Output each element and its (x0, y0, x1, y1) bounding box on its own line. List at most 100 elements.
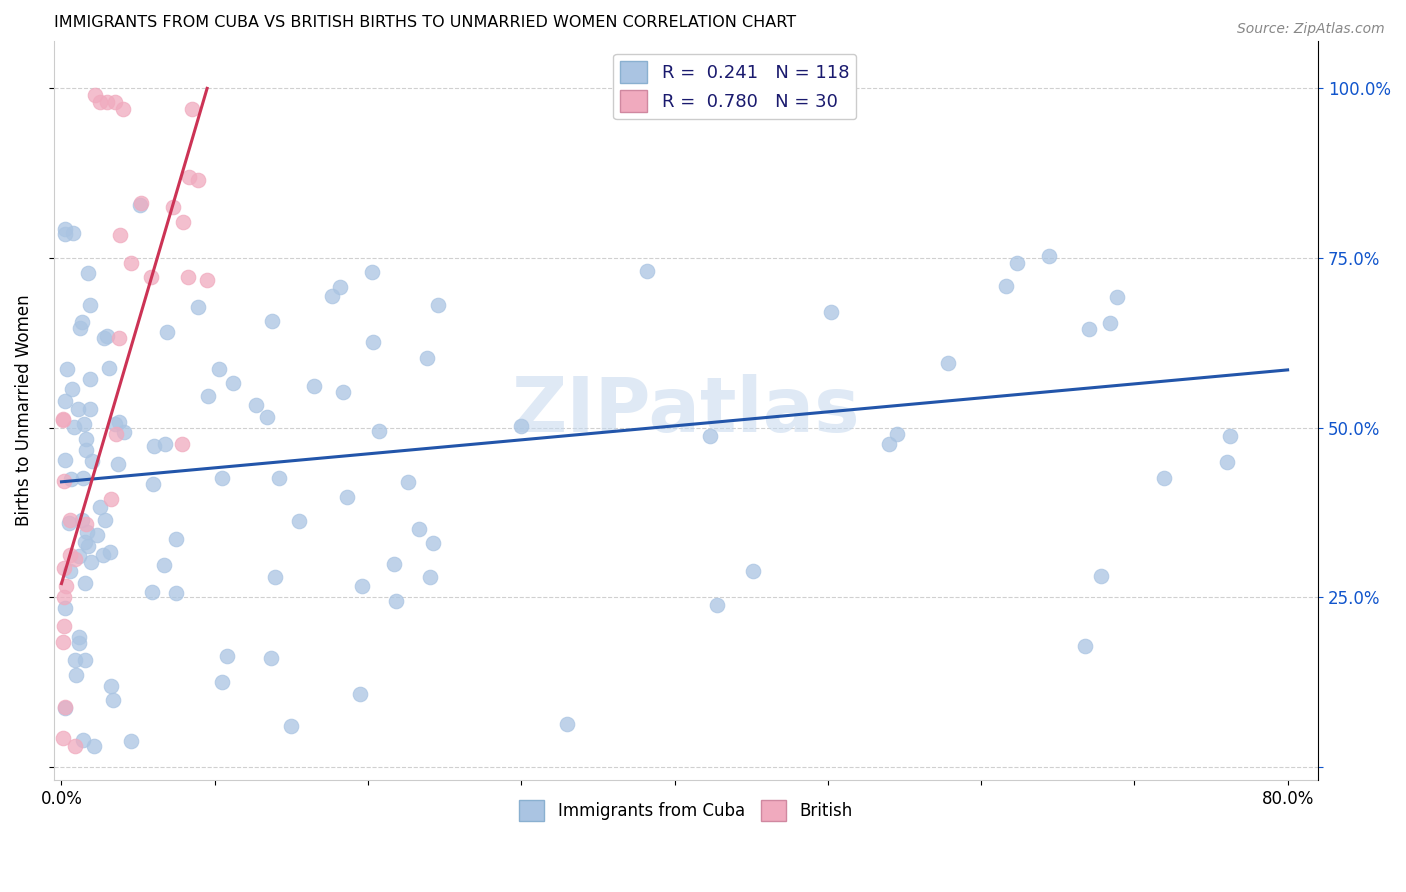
Point (139, 270, 162, 285)
Point (77, 266, 100, 280)
Point (59, 513, 82, 527)
Point (1077, 322, 1099, 336)
Text: ZIPatlas: ZIPatlas (512, 374, 860, 448)
Point (79, 298, 101, 312)
Point (53, 600, 76, 615)
Point (63, 420, 86, 434)
Point (70, 513, 93, 527)
Point (321, 289, 343, 303)
Text: IMMIGRANTS FROM CUBA VS BRITISH BIRTHS TO UNMARRIED WOMEN CORRELATION CHART: IMMIGRANTS FROM CUBA VS BRITISH BIRTHS T… (53, 15, 796, 30)
Point (70, 315, 93, 329)
Point (1074, 639, 1097, 653)
Point (53, 474, 76, 488)
Point (108, 415, 131, 429)
Point (69, 321, 91, 335)
Point (120, 256, 142, 270)
Point (55, 579, 77, 593)
Point (73, 653, 96, 667)
Point (93, 331, 115, 345)
Point (886, 426, 908, 441)
Point (754, 102, 776, 116)
Point (936, 356, 959, 370)
Point (165, 585, 187, 599)
Point (245, 399, 267, 413)
Point (52, 591, 75, 605)
Point (83, 739, 105, 754)
Point (104, 95, 127, 109)
Point (197, 389, 219, 403)
Point (1153, 471, 1175, 485)
Point (141, 585, 163, 599)
Point (165, 533, 187, 547)
Point (153, 436, 176, 450)
Point (636, 264, 658, 278)
Point (153, 558, 176, 573)
Point (65, 668, 87, 682)
Point (53, 701, 76, 715)
Point (260, 651, 283, 665)
Point (67, 549, 90, 564)
Point (94, 513, 117, 527)
Point (89, 500, 111, 514)
Y-axis label: Births to Unmarried Women: Births to Unmarried Women (15, 294, 32, 526)
Point (100, 491, 122, 506)
Point (287, 514, 309, 528)
Point (98, 545, 121, 559)
Point (52, 561, 75, 575)
Point (104, 417, 127, 432)
Point (361, 335, 384, 350)
Point (260, 314, 283, 328)
Point (177, 170, 200, 185)
Point (1038, 249, 1060, 263)
Point (994, 279, 1017, 293)
Point (1216, 455, 1239, 469)
Point (177, 269, 200, 284)
Point (332, 385, 354, 400)
Point (84, 88, 107, 103)
Point (416, 351, 439, 365)
Point (89, 95, 111, 109)
Point (80, 555, 103, 569)
Point (195, 273, 218, 287)
Point (53, 227, 76, 242)
Point (75, 516, 97, 531)
Point (350, 579, 373, 593)
Point (302, 379, 325, 393)
Point (385, 594, 408, 608)
Point (58, 516, 80, 530)
Point (59, 548, 82, 562)
Point (76, 525, 98, 540)
Point (1105, 290, 1128, 304)
Point (1005, 256, 1028, 270)
Point (73, 576, 96, 591)
Point (53, 222, 76, 236)
Point (187, 172, 209, 186)
Point (120, 733, 142, 747)
Point (59, 564, 82, 578)
Point (86, 528, 108, 542)
Point (62, 226, 84, 240)
Point (52, 412, 75, 426)
Point (105, 427, 128, 442)
Point (96, 95, 118, 109)
Point (103, 692, 125, 706)
Point (53, 452, 76, 467)
Point (108, 331, 131, 345)
Point (52, 635, 75, 649)
Point (1090, 569, 1112, 583)
Point (368, 424, 391, 438)
Point (110, 227, 132, 242)
Point (96, 328, 118, 343)
Point (256, 409, 278, 424)
Point (52, 618, 75, 632)
Point (79, 401, 101, 416)
Point (80, 453, 103, 467)
Point (349, 687, 371, 701)
Point (211, 471, 233, 485)
Point (60, 383, 83, 397)
Point (75, 442, 97, 457)
Point (427, 298, 450, 312)
Point (63, 739, 86, 754)
Point (67, 636, 90, 650)
Point (263, 570, 285, 584)
